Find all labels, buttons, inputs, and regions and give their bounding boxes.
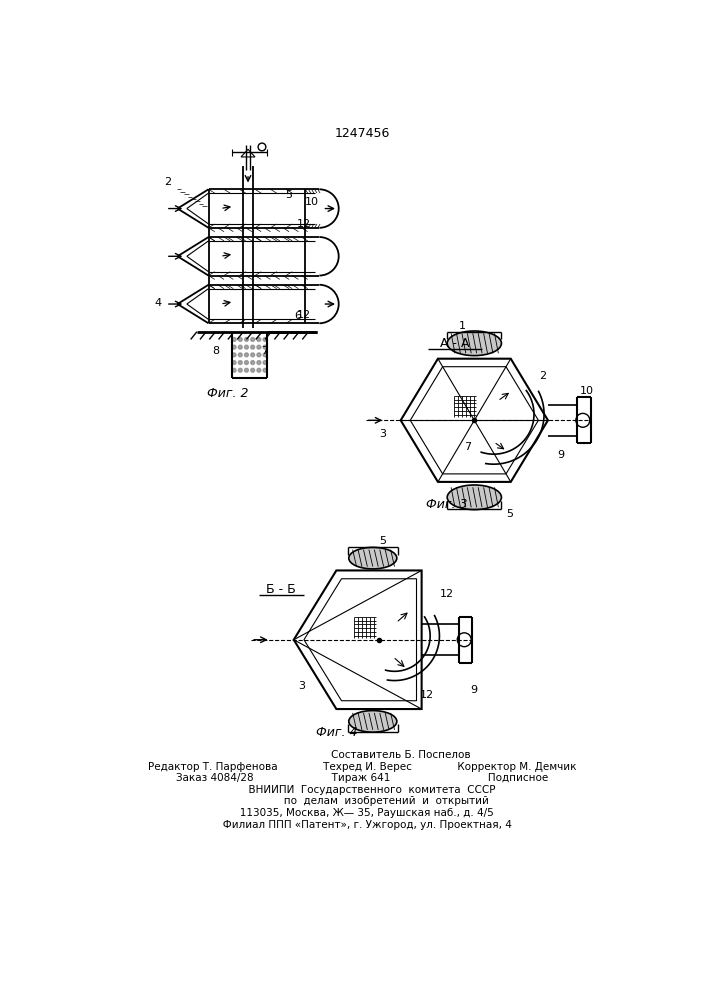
Text: Б - Б: Б - Б [266, 583, 296, 596]
Circle shape [232, 345, 236, 349]
Text: ВНИИПИ  Государственного  комитета  СССР: ВНИИПИ Государственного комитета СССР [228, 785, 495, 795]
Text: 9: 9 [558, 450, 565, 460]
Text: 3: 3 [380, 429, 386, 439]
Text: 3: 3 [298, 681, 305, 691]
Text: 1247456: 1247456 [334, 127, 390, 140]
Circle shape [232, 361, 236, 364]
Text: 8: 8 [213, 346, 220, 356]
Circle shape [251, 368, 255, 372]
Circle shape [251, 353, 255, 357]
Circle shape [238, 353, 243, 357]
Text: A - A: A - A [440, 337, 469, 350]
Text: 7: 7 [464, 442, 472, 452]
Circle shape [232, 368, 236, 372]
Text: 12: 12 [297, 219, 311, 229]
Circle shape [263, 345, 267, 349]
Text: 4: 4 [155, 298, 162, 308]
Text: Составитель Б. Поспелов: Составитель Б. Поспелов [253, 750, 471, 760]
Circle shape [232, 353, 236, 357]
Text: 10: 10 [580, 386, 594, 396]
Text: 5: 5 [506, 509, 513, 519]
Circle shape [251, 345, 255, 349]
Circle shape [251, 338, 255, 341]
Text: Филиал ППП «Патент», г. Ужгород, ул. Проектная, 4: Филиал ППП «Патент», г. Ужгород, ул. Про… [213, 820, 511, 830]
Ellipse shape [349, 711, 397, 732]
Circle shape [238, 338, 243, 341]
Circle shape [257, 368, 261, 372]
Circle shape [263, 338, 267, 341]
Text: Фиг. 4: Фиг. 4 [315, 726, 357, 739]
Text: 2: 2 [539, 371, 546, 381]
Circle shape [238, 345, 243, 349]
Circle shape [257, 353, 261, 357]
Text: 113035, Москва, Ж— 35, Раушская наб., д. 4/5: 113035, Москва, Ж— 35, Раушская наб., д.… [230, 808, 493, 818]
Text: 12: 12 [440, 589, 455, 599]
Circle shape [245, 361, 248, 364]
Circle shape [245, 368, 248, 372]
Ellipse shape [448, 331, 501, 356]
Circle shape [232, 338, 236, 341]
Text: 6: 6 [294, 311, 301, 321]
Text: 10: 10 [305, 197, 319, 207]
Text: Редактор Т. Парфенова              Техред И. Верес              Корректор М. Дем: Редактор Т. Парфенова Техред И. Верес Ко… [148, 762, 576, 772]
Circle shape [263, 353, 267, 357]
Text: 1: 1 [460, 321, 466, 331]
Text: 7: 7 [262, 346, 269, 356]
Circle shape [257, 361, 261, 364]
Ellipse shape [349, 547, 397, 569]
Circle shape [257, 345, 261, 349]
Ellipse shape [448, 485, 501, 510]
Circle shape [238, 368, 243, 372]
Text: Фиг. 3: Фиг. 3 [426, 498, 468, 512]
Circle shape [245, 353, 248, 357]
Circle shape [263, 368, 267, 372]
Text: 2: 2 [164, 177, 171, 187]
Text: 5: 5 [285, 190, 292, 200]
Text: Заказ 4084/28                        Тираж 641                              Подп: Заказ 4084/28 Тираж 641 Подп [176, 773, 548, 783]
Circle shape [257, 338, 261, 341]
Text: 12: 12 [420, 690, 434, 700]
Circle shape [245, 345, 248, 349]
Circle shape [238, 361, 243, 364]
Text: Фиг. 2: Фиг. 2 [207, 387, 249, 400]
Text: 12: 12 [297, 310, 311, 320]
Circle shape [251, 361, 255, 364]
Circle shape [263, 361, 267, 364]
Text: 9: 9 [470, 685, 477, 695]
Text: по  делам  изобретений  и  открытий: по делам изобретений и открытий [235, 796, 489, 806]
Text: 5: 5 [380, 536, 386, 546]
Circle shape [245, 338, 248, 341]
